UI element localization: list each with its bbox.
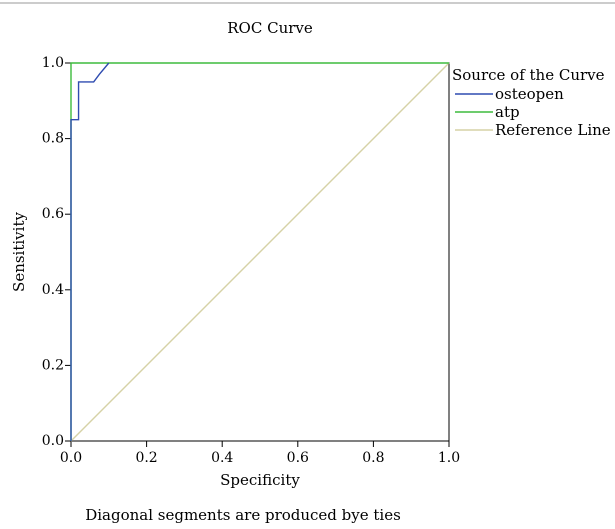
x-tick-label: 0.8 xyxy=(362,450,384,466)
legend-title: Source of the Curve xyxy=(452,66,605,84)
y-tick-label: 0.6 xyxy=(42,206,64,222)
y-axis-ticks: 0.0 0.2 0.4 0.6 0.8 1.0 xyxy=(42,55,71,449)
x-tick-label: 0.6 xyxy=(287,450,309,466)
x-tick-label: 0.0 xyxy=(60,450,82,466)
legend-label-atp: atp xyxy=(495,103,520,121)
y-axis-title: Sensitivity xyxy=(10,212,28,292)
y-tick-label: 0.8 xyxy=(42,131,64,147)
y-tick-label: 0.0 xyxy=(42,433,64,449)
y-tick-label: 0.2 xyxy=(42,357,64,373)
series-lines xyxy=(70,62,450,442)
series-line-reference-line xyxy=(70,62,450,442)
legend-label-reference-line: Reference Line xyxy=(495,121,611,139)
x-tick-label: 0.4 xyxy=(211,450,233,466)
y-tick-label: 0.4 xyxy=(42,282,64,298)
x-axis-ticks: 0.0 0.2 0.4 0.6 0.8 1.0 xyxy=(60,441,460,466)
chart-footnote: Diagonal segments are produced bye ties xyxy=(85,506,401,524)
series-line-osteopen xyxy=(70,62,110,441)
legend-label-osteopen: osteopen xyxy=(495,85,564,103)
x-tick-label: 1.0 xyxy=(438,450,460,466)
x-axis-title: Specificity xyxy=(220,471,300,489)
x-tick-label: 0.2 xyxy=(135,450,157,466)
y-tick-label: 1.0 xyxy=(42,55,64,71)
chart-title: ROC Curve xyxy=(227,19,313,37)
